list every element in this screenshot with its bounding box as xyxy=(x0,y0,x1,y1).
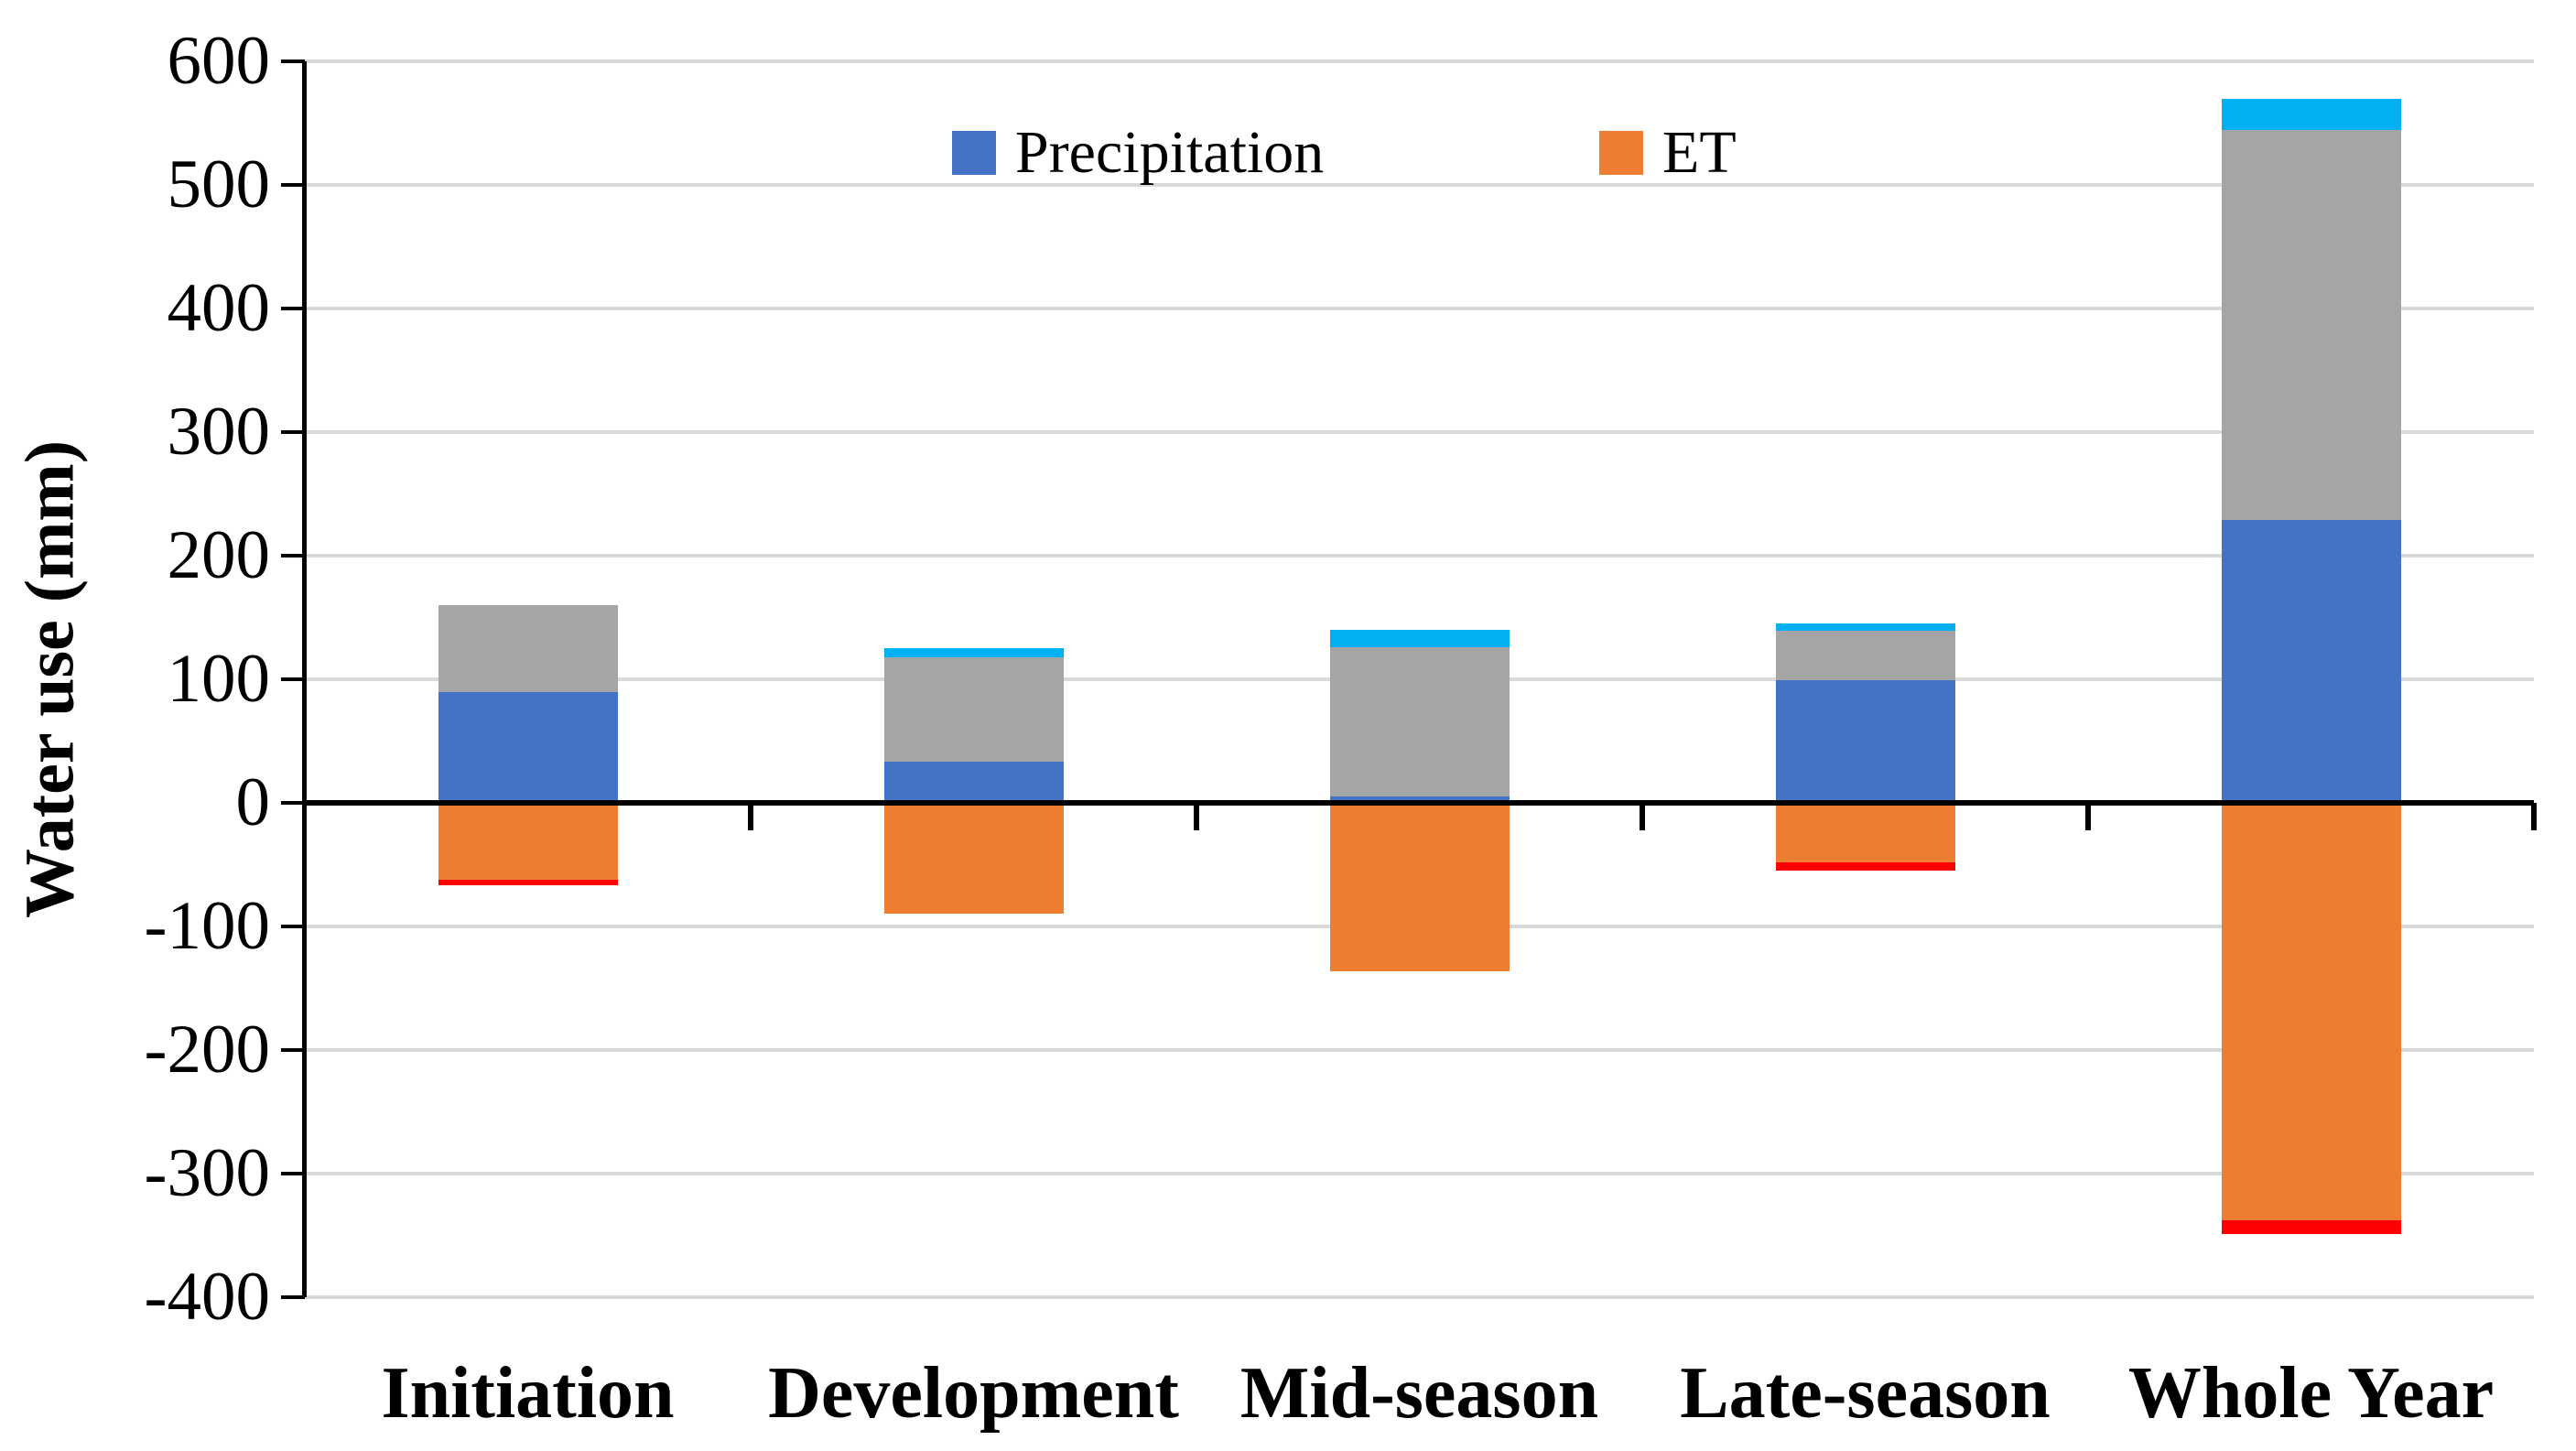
x-axis-line xyxy=(305,800,2534,806)
bar-segment-ET-development xyxy=(883,803,1064,915)
category-label-development: Development xyxy=(768,1353,1179,1434)
legend-label-et: ET xyxy=(1662,119,1737,186)
y-tick-500 xyxy=(281,183,305,188)
y-tick-label--100: -100 xyxy=(144,887,270,964)
bar-segment-unlabeled-cyan-development xyxy=(883,648,1064,657)
y-tick-label-200: 200 xyxy=(167,517,271,594)
y-tick-label--200: -200 xyxy=(144,1011,270,1088)
y-tick--400 xyxy=(281,1294,305,1299)
legend-swatch-precipitation xyxy=(952,131,996,175)
legend-entry-precipitation: Precipitation xyxy=(952,121,1324,185)
legend-swatch-et xyxy=(1599,131,1643,175)
y-tick-200 xyxy=(281,554,305,558)
bar-segment-Precipitation-development xyxy=(883,762,1064,803)
y-tick-label-500: 500 xyxy=(167,146,271,223)
x-boundary-tick-5 xyxy=(2531,803,2537,830)
category-label-whole-year: Whole Year xyxy=(2127,1353,2495,1434)
y-tick-100 xyxy=(281,677,305,682)
legend-label-precipitation: Precipitation xyxy=(1015,119,1325,186)
y-tick-600 xyxy=(281,60,305,64)
bar-segment-unlabeled-cyan-late-season xyxy=(1775,623,1955,632)
y-tick-label--400: -400 xyxy=(144,1258,270,1335)
gridline-300 xyxy=(305,430,2534,435)
gridline-200 xyxy=(305,554,2534,558)
category-label-mid-season: Mid-season xyxy=(1239,1353,1599,1434)
y-tick-label-0: 0 xyxy=(235,764,271,840)
bar-segment-ET-mid-season xyxy=(1329,803,1510,971)
legend-entry-et: ET xyxy=(1599,121,1737,185)
bar-segment-Precipitation-whole-year xyxy=(2221,519,2401,803)
x-boundary-tick-1 xyxy=(748,803,753,830)
category-label-late-season: Late-season xyxy=(1680,1353,2051,1434)
y-tick-label-100: 100 xyxy=(167,641,271,718)
bar-segment-unlabeled-gray-mid-season xyxy=(1329,646,1510,797)
y-tick--300 xyxy=(281,1171,305,1175)
y-tick-label--300: -300 xyxy=(144,1134,270,1211)
bar-segment-Precipitation-initiation xyxy=(438,691,618,803)
bar-segment-unlabeled-cyan-whole-year xyxy=(2221,98,2401,130)
y-tick--100 xyxy=(281,924,305,928)
bar-segment-unlabeled-gray-whole-year xyxy=(2221,129,2401,520)
x-boundary-tick-2 xyxy=(1194,803,1199,830)
y-tick--200 xyxy=(281,1047,305,1052)
x-boundary-tick-3 xyxy=(1640,803,1645,830)
y-tick-label-600: 600 xyxy=(167,23,271,100)
bar-segment-ET-late-season xyxy=(1775,803,1955,862)
bar-segment-Precipitation-late-season xyxy=(1775,680,1955,803)
gridline--300 xyxy=(305,1171,2534,1175)
y-tick-400 xyxy=(281,307,305,311)
bar-segment-unlabeled-gray-late-season xyxy=(1775,631,1955,681)
category-label-initiation: Initiation xyxy=(381,1353,675,1434)
bar-segment-unlabeled-red-initiation xyxy=(438,879,618,886)
x-boundary-tick-4 xyxy=(2085,803,2091,830)
gridline--400 xyxy=(305,1294,2534,1299)
y-tick-label-400: 400 xyxy=(167,270,271,347)
y-tick-300 xyxy=(281,430,305,435)
y-tick-label-300: 300 xyxy=(167,394,271,471)
bar-segment-unlabeled-gray-development xyxy=(883,656,1064,763)
gridline--200 xyxy=(305,1047,2534,1052)
bar-segment-ET-initiation xyxy=(438,803,618,880)
gridline-600 xyxy=(305,60,2534,64)
y-tick-0 xyxy=(281,801,305,805)
gridline-500 xyxy=(305,183,2534,188)
gridline-400 xyxy=(305,307,2534,311)
y-axis-title: Water use (mm) xyxy=(11,439,89,919)
bar-segment-unlabeled-cyan-mid-season xyxy=(1329,630,1510,647)
bar-segment-unlabeled-red-whole-year xyxy=(2221,1220,2401,1234)
bar-segment-unlabeled-gray-initiation xyxy=(438,605,618,692)
bar-segment-unlabeled-red-late-season xyxy=(1775,861,1955,872)
bar-segment-ET-whole-year xyxy=(2221,803,2401,1221)
bar-segment-Precipitation-mid-season xyxy=(1329,796,1510,803)
